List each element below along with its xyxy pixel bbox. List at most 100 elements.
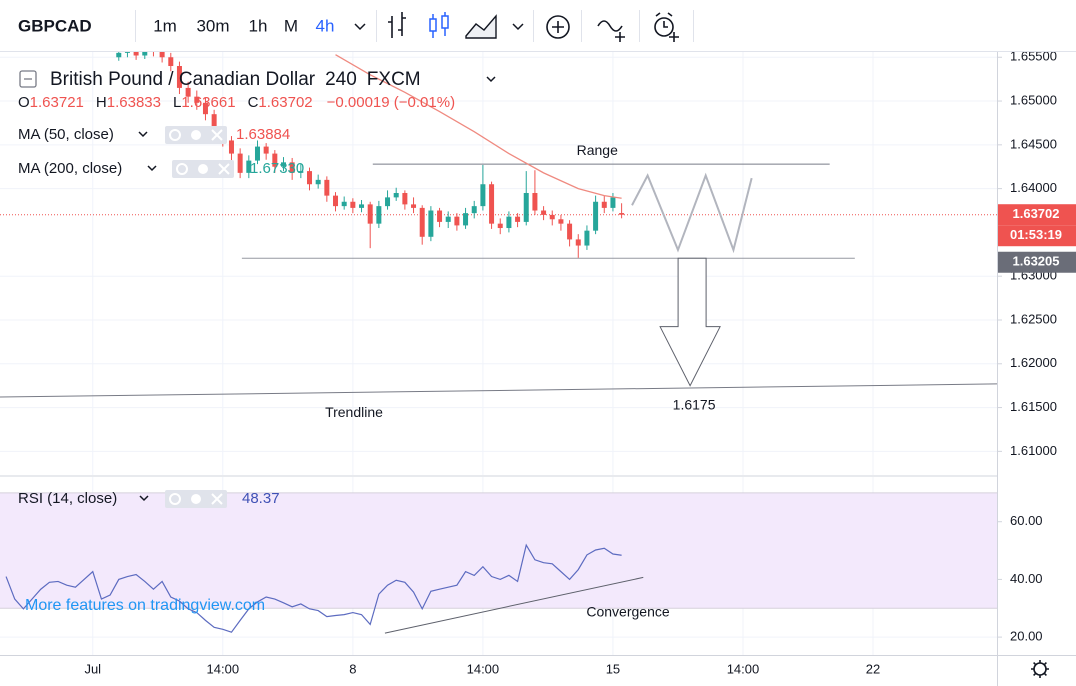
indicator-value: 1.67330: [250, 160, 304, 177]
candle-body: [376, 206, 382, 224]
source: FXCM: [367, 69, 421, 90]
last-price-badge-bg: [998, 204, 1076, 226]
candle-body: [185, 87, 191, 97]
candle-body: [254, 146, 260, 161]
chevron[interactable]: [138, 131, 148, 138]
close-icon[interactable]: [211, 129, 223, 141]
interval-button[interactable]: 30m: [196, 16, 229, 35]
candle-body: [116, 52, 122, 58]
collapse-icon[interactable]: [19, 70, 37, 88]
compare-icon[interactable]: [597, 20, 625, 42]
eye-icon[interactable]: [169, 129, 181, 141]
candles-icon: [441, 15, 449, 29]
candle-body: [133, 52, 139, 56]
candles-icon: [429, 18, 437, 32]
rsi-line: [5, 543, 622, 633]
bars-icon[interactable]: [388, 12, 406, 38]
alert-icon: [655, 12, 679, 42]
trendline-label: Trendline: [325, 404, 383, 420]
candle-body: [515, 216, 521, 222]
x-tick-label: 14:00: [467, 661, 500, 676]
x-tick-label: 8: [349, 661, 356, 676]
interval-group: 1m 30m 1h M 4h: [153, 16, 334, 35]
indicator-buttons[interactable]: [172, 160, 234, 178]
gear-icon[interactable]: [191, 130, 201, 140]
candle-body: [506, 216, 512, 229]
toolbar: GBPCAD 1m 30m 1h M 4h: [0, 0, 1076, 52]
candle-body: [272, 153, 278, 167]
candle-body: [428, 210, 434, 237]
x-tick-label: 14:00: [727, 661, 760, 676]
candle-body: [202, 102, 208, 115]
candle-body: [298, 171, 304, 173]
candle-body: [280, 162, 286, 167]
candle-body: [463, 213, 469, 226]
y-tick-label: 1.61500: [1010, 399, 1057, 414]
toolbar-bg: [0, 0, 1076, 52]
rsi-pane: Convergence: [5, 543, 670, 634]
support-badge: 1.63205: [1013, 254, 1060, 269]
indicators-icon[interactable]: [546, 15, 570, 39]
chevron[interactable]: [512, 23, 524, 31]
rsi-band: [0, 492, 997, 609]
candle-body: [246, 160, 252, 173]
candle-body: [532, 193, 538, 211]
target-arrow: [659, 257, 721, 387]
eye-icon[interactable]: [169, 493, 181, 505]
ohlc-label: C: [248, 94, 259, 111]
support-badge-bg: [998, 251, 1076, 273]
price-axis-bg: [997, 52, 1076, 655]
chevron[interactable]: [139, 495, 149, 502]
eye-icon[interactable]: [176, 163, 188, 175]
candle-body: [289, 162, 295, 173]
range-label: Range: [577, 142, 618, 158]
indicator-name: MA (50, close): [18, 126, 114, 143]
interval-button[interactable]: 4h: [316, 16, 335, 35]
y-tick-label: 1.62500: [1010, 311, 1057, 326]
interval-button[interactable]: M: [284, 16, 298, 35]
rsi-value: 48.37: [242, 490, 280, 507]
y-tick-label: 20.00: [1010, 629, 1043, 644]
gear-icon[interactable]: [191, 494, 201, 504]
close-icon[interactable]: [211, 493, 223, 505]
gear-icon[interactable]: [198, 164, 208, 174]
y-tick-label: 1.65000: [1010, 92, 1057, 107]
ohlc-label: O: [18, 94, 30, 111]
symbol[interactable]: GBPCAD: [18, 16, 92, 35]
candle-body: [610, 197, 616, 208]
watermark[interactable]: More features on tradingview.com: [25, 597, 265, 614]
change-value: −0.00019 (−0.01%): [327, 94, 455, 111]
interval-button[interactable]: 1m: [153, 16, 177, 35]
legend: British Pound / Canadian Dollar 240 FXCM O…: [18, 69, 496, 614]
y-tick-label: 1.64000: [1010, 180, 1057, 195]
y-tick-label: 1.65500: [1010, 49, 1057, 64]
chevron[interactable]: [147, 165, 157, 172]
settings-icon[interactable]: [1031, 660, 1049, 678]
candle-body: [402, 193, 408, 205]
close-icon[interactable]: [218, 163, 230, 175]
candle-body: [367, 204, 373, 224]
indicator-buttons[interactable]: [165, 126, 227, 144]
alert-icon[interactable]: [654, 17, 674, 37]
candle-body: [341, 201, 347, 207]
candle-body: [601, 201, 607, 208]
interval-button[interactable]: 1h: [249, 16, 268, 35]
axis-group: Jul 14:00 8 14:00 15 14:00 22 1.65500 1.65000 1.6…: [84, 49, 1076, 676]
candle-body: [211, 114, 217, 135]
candle-body: [593, 201, 599, 231]
x-tick-label: Jul: [84, 661, 101, 676]
candle-body: [549, 214, 555, 220]
ma-line: [335, 54, 622, 199]
convergence-label: Convergence: [586, 604, 669, 620]
x-tick-label: 15: [606, 661, 620, 676]
candle-body: [393, 193, 399, 198]
open-value: 1.63721: [30, 94, 84, 111]
area-icon[interactable]: [465, 14, 497, 39]
chevron[interactable]: [354, 23, 366, 31]
gear-teeth: [1031, 660, 1049, 678]
indicator-buttons[interactable]: [165, 490, 227, 508]
candle-body: [523, 193, 529, 222]
countdown-badge: 01:53:19: [1010, 227, 1062, 242]
chevron[interactable]: [486, 76, 496, 83]
